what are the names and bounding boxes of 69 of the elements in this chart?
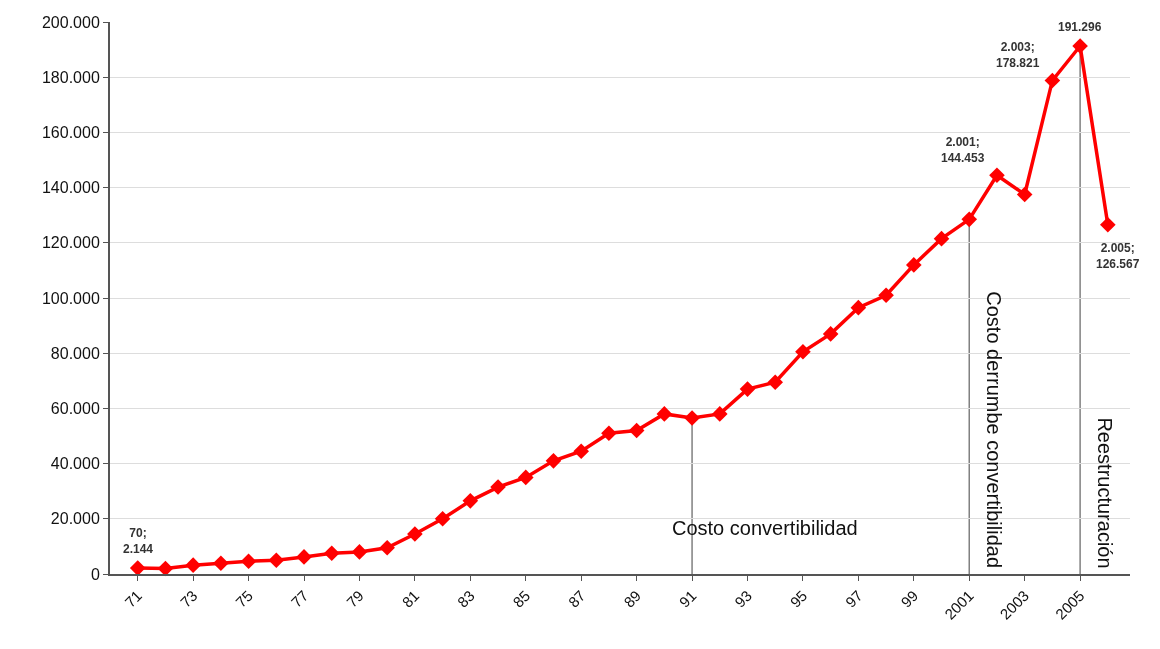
point [656,406,673,422]
text: 2.001; 144.453 [941,135,985,165]
x-tick-label: 71 [121,586,146,611]
point [351,544,368,560]
y-tick-label: 100.000 [41,289,100,307]
point [601,425,617,442]
point [906,257,922,273]
y-tick-label: 120.000 [41,234,100,252]
y-tick-label: 0 [90,565,100,583]
point [129,560,146,576]
x-tick-label: 75 [232,586,257,611]
text: 2.003; 178.821 [996,40,1040,70]
point [850,299,867,316]
point [240,553,257,570]
point [1044,72,1061,89]
point [961,211,978,228]
point [822,326,839,342]
point [933,230,950,247]
point [296,549,312,565]
y-tick-label: 140.000 [41,179,100,197]
point [462,493,479,509]
x-tick-label: 89 [620,586,645,611]
point [407,526,423,542]
y-tick-label: 180.000 [41,68,100,86]
point [795,344,811,360]
x-tick-label: 85 [509,586,534,611]
point [1072,38,1088,54]
x-tick-label: 91 [675,586,700,611]
point [323,545,340,562]
point [517,469,534,486]
point [185,557,201,573]
text: 2.005; 126.567 [1096,241,1140,271]
point [1100,216,1116,233]
point [434,511,451,527]
x-tick-label: 95 [786,586,811,611]
ref-line-label: Reestructuración [1093,417,1116,569]
y-tick-label: 40.000 [50,455,100,473]
y-tick-label: 20.000 [50,510,100,528]
x-tick-label: 83 [453,586,478,611]
point [213,555,229,572]
point [878,287,894,304]
point [767,374,784,390]
text: 191.296 [1058,20,1102,34]
point [545,453,562,469]
x-tick-label: 73 [176,586,201,611]
x-tick-label: 87 [564,586,589,611]
x-tick-label: 81 [398,586,423,611]
x-tick-label: 93 [731,586,755,611]
y-tick-label: 60.000 [50,400,100,417]
x-tick-label: 79 [343,586,367,611]
y-tick-label: 80.000 [50,344,100,362]
x-tick-label: 97 [841,586,866,611]
x-tick-label: 99 [897,586,922,611]
point [628,422,645,439]
point [1016,186,1033,203]
text: 70; 2.144 [123,526,154,556]
point [573,443,589,459]
ref-line-label: Costo derrumbe convertibilidad [982,291,1005,569]
ref-line-label: Costo convertibilidad [672,517,858,539]
y-tick-label: 160.000 [41,124,100,141]
point [711,406,728,422]
point [490,479,506,495]
point [268,552,285,568]
point [684,410,700,426]
point [379,539,395,556]
x-tick-label: 77 [287,586,312,611]
point [989,167,1005,184]
point [739,381,756,397]
y-tick-label: 200.000 [41,13,100,31]
